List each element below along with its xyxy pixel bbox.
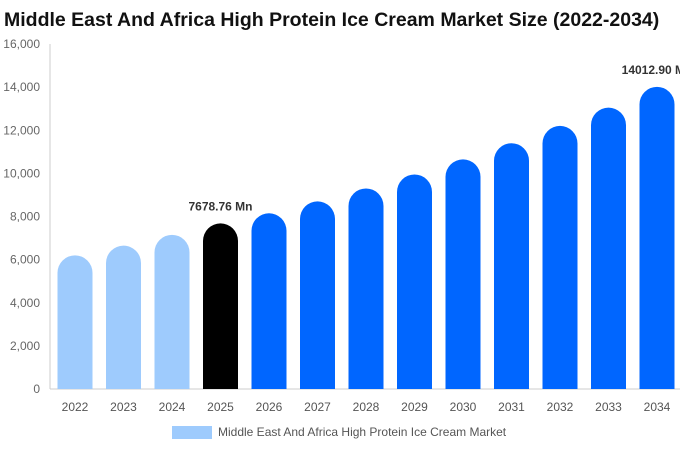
y-tick-label: 8,000 — [10, 210, 40, 224]
x-tick-label: 2022 — [62, 400, 89, 414]
x-tick-label: 2027 — [304, 400, 331, 414]
bar-2029 — [397, 174, 432, 389]
y-tick-label: 4,000 — [10, 296, 40, 310]
bar-2028 — [348, 188, 384, 389]
y-tick-label: 14,000 — [3, 80, 40, 94]
bar-2033 — [591, 107, 626, 389]
bar-2022 — [57, 255, 93, 389]
x-tick-label: 2032 — [547, 400, 574, 414]
bar-2026 — [251, 213, 287, 389]
legend-label: Middle East And Africa High Protein Ice … — [218, 425, 507, 439]
y-tick-label: 0 — [33, 382, 40, 396]
x-tick-label: 2023 — [110, 400, 137, 414]
chart-title: Middle East And Africa High Protein Ice … — [4, 9, 660, 31]
bar-2023 — [106, 245, 141, 389]
y-tick-label: 16,000 — [3, 37, 40, 51]
y-tick-label: 12,000 — [3, 123, 40, 137]
legend-swatch — [172, 425, 212, 439]
x-tick-label: 2029 — [401, 400, 428, 414]
bar-2030 — [445, 159, 481, 389]
x-tick-label: 2034 — [644, 400, 671, 414]
bar-2024 — [154, 234, 190, 389]
y-tick-label: 6,000 — [10, 253, 40, 267]
x-tick-label: 2030 — [450, 400, 477, 414]
data-label-2034: 14012.90 Mn — [622, 63, 680, 77]
bar-2025 — [203, 223, 238, 389]
bar-2032 — [542, 125, 578, 389]
x-tick-label: 2028 — [353, 400, 380, 414]
data-label-2025: 7678.76 Mn — [188, 199, 252, 213]
x-tick-label: 2031 — [498, 400, 525, 414]
y-tick-label: 2,000 — [10, 339, 40, 353]
bar-2031 — [494, 143, 529, 389]
legend[interactable]: Middle East And Africa High Protein Ice … — [172, 425, 506, 439]
x-tick-label: 2026 — [256, 400, 283, 414]
x-tick-label: 2033 — [595, 400, 622, 414]
x-tick-label: 2025 — [207, 400, 234, 414]
bar-chart: 0 2,000 4,000 6,000 8,000 10,000 12,000 14,000 1… — [3, 37, 680, 414]
y-tick-label: 10,000 — [3, 166, 40, 180]
bar-2027 — [300, 201, 335, 389]
bar-2034 — [639, 86, 675, 389]
x-tick-label: 2024 — [159, 400, 186, 414]
